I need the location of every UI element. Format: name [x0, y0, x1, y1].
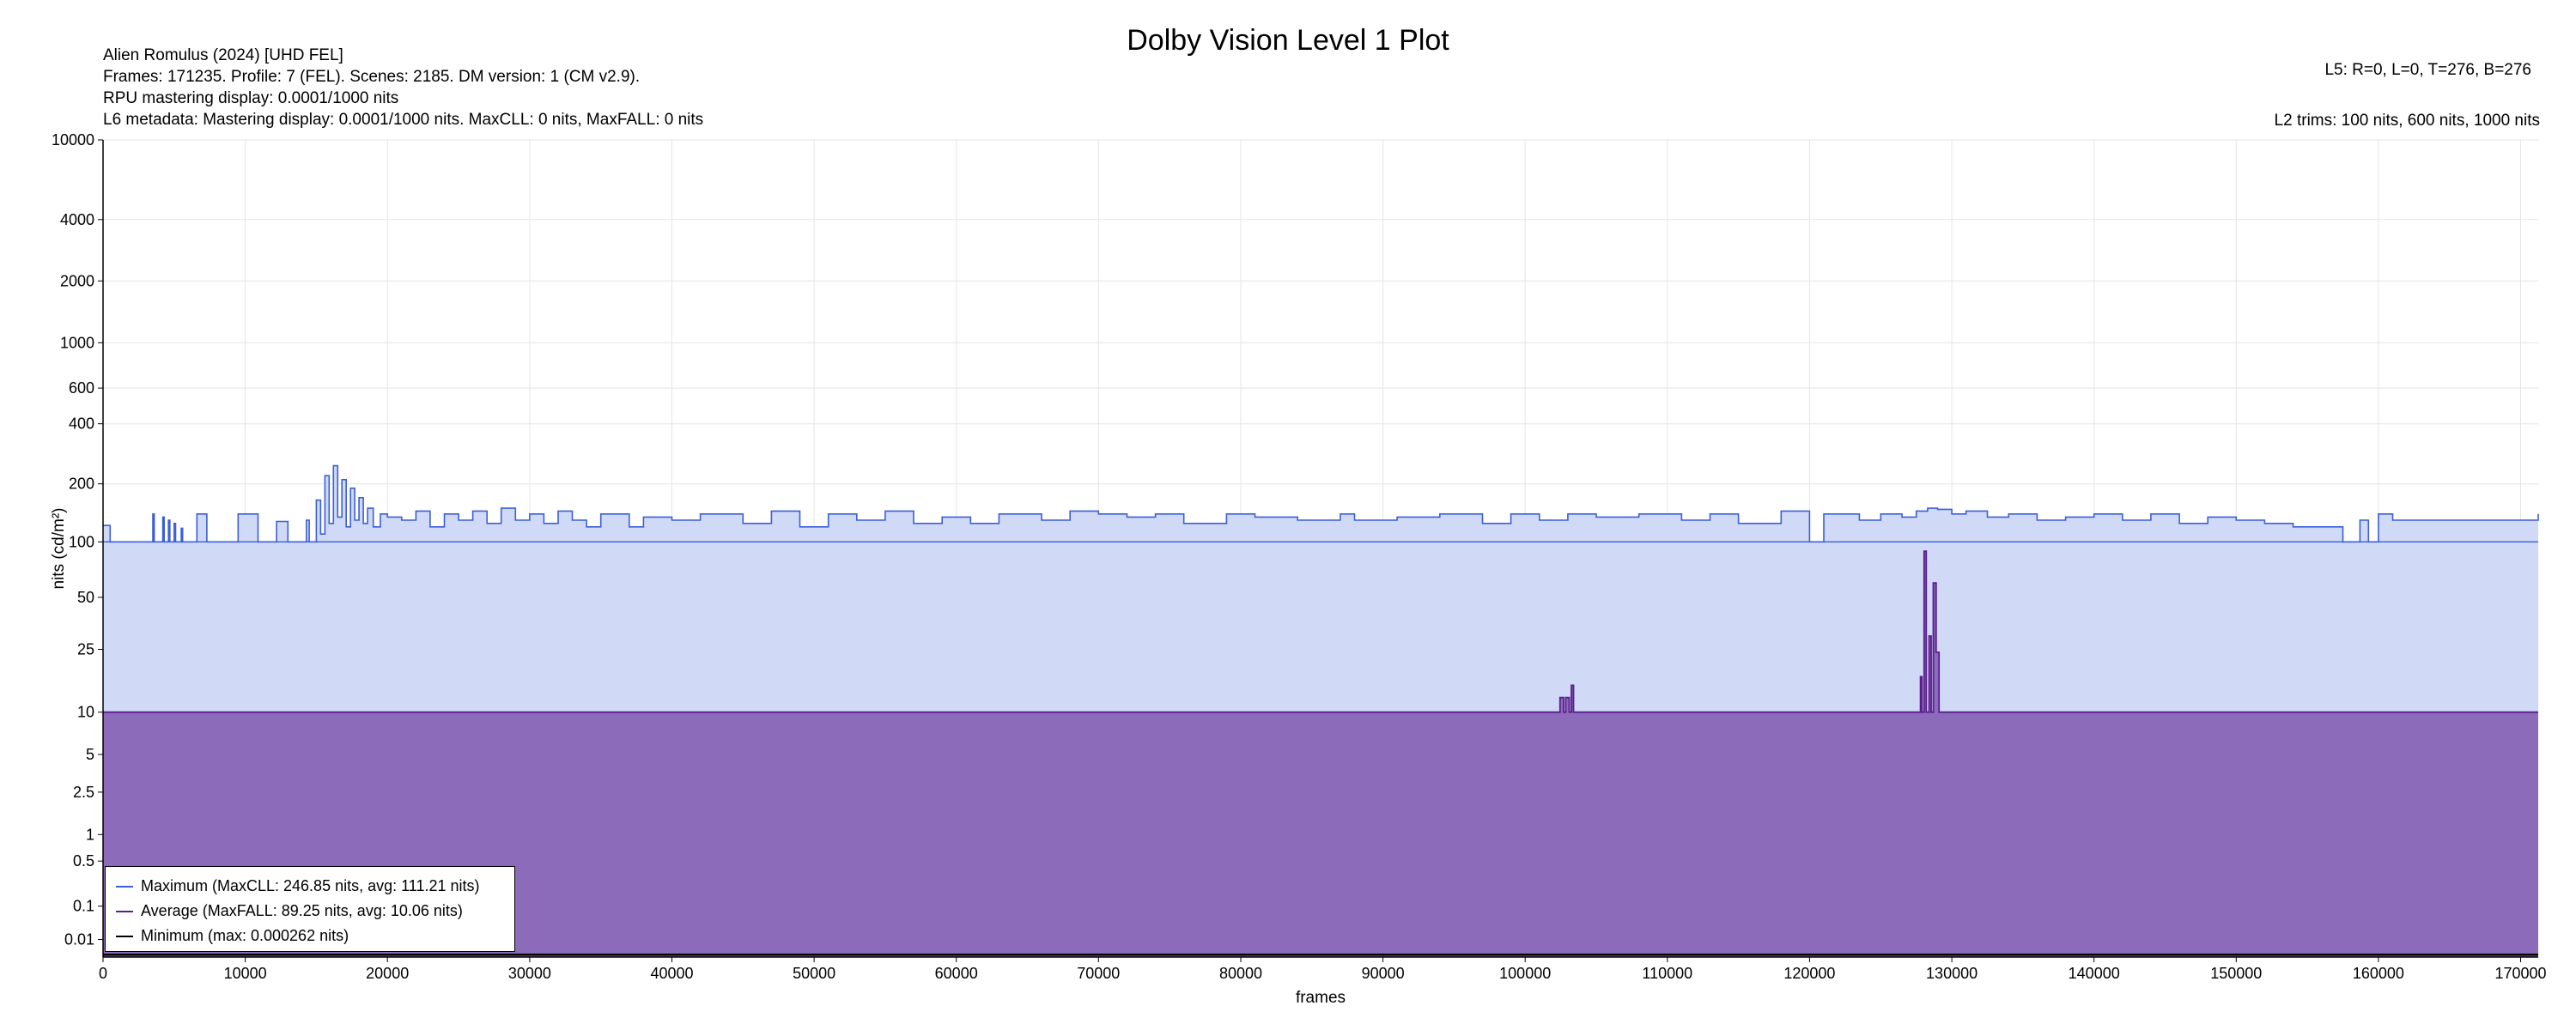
x-tick-label-4: 40000	[650, 965, 693, 982]
x-tick-label-2: 20000	[366, 965, 409, 982]
x-tick-label-16: 160000	[2353, 965, 2404, 982]
y-tick-label-6: 10	[77, 704, 94, 721]
y-tick-label-2: 0.5	[73, 852, 94, 869]
y-tick-label-13: 1000	[60, 334, 94, 351]
average-line	[103, 550, 2538, 713]
y-tick-label-4: 2.5	[73, 784, 94, 801]
legend-label-average: Average (MaxFALL: 89.25 nits, avg: 10.06…	[141, 902, 463, 919]
x-tick-label-17: 170000	[2494, 965, 2546, 982]
info-line-l6: L6 metadata: Mastering display: 0.0001/1…	[103, 111, 704, 129]
x-tick-label-14: 140000	[2069, 965, 2120, 982]
x-tick-label-6: 60000	[935, 965, 978, 982]
info-line-rpu: RPU mastering display: 0.0001/1000 nits	[103, 89, 399, 107]
x-tick-label-0: 0	[99, 965, 107, 982]
x-tick-label-5: 50000	[793, 965, 835, 982]
info-line-l2: L2 trims: 100 nits, 600 nits, 1000 nits	[2274, 112, 2540, 130]
chart-title: Dolby Vision Level 1 Plot	[1127, 24, 1449, 57]
y-tick-label-16: 10000	[52, 131, 94, 148]
legend-label-minimum: Minimum (max: 0.000262 nits)	[141, 927, 349, 944]
y-tick-label-3: 1	[86, 826, 94, 843]
y-tick-label-11: 400	[69, 415, 94, 433]
y-tick-label-10: 200	[69, 476, 94, 493]
x-tick-label-11: 110000	[1642, 965, 1692, 982]
legend-item-maximum: Maximum (MaxCLL: 246.85 nits, avg: 111.2…	[116, 874, 504, 899]
legend-swatch-minimum	[116, 935, 133, 937]
x-tick-label-10: 100000	[1499, 965, 1551, 982]
y-tick-label-7: 25	[77, 641, 94, 658]
y-tick-label-12: 600	[69, 379, 94, 397]
x-tick-label-9: 90000	[1362, 965, 1405, 982]
x-tick-label-12: 120000	[1783, 965, 1835, 982]
legend-item-average: Average (MaxFALL: 89.25 nits, avg: 10.06…	[116, 899, 504, 924]
y-tick-label-15: 4000	[60, 211, 94, 228]
x-tick-label-7: 70000	[1077, 965, 1120, 982]
maximum-line	[103, 464, 2539, 543]
legend-swatch-maximum	[116, 885, 133, 888]
y-axis-label: nits (cd/m²)	[50, 508, 68, 590]
x-tick-label-13: 130000	[1926, 965, 1978, 982]
y-tick-label-5: 5	[86, 746, 94, 763]
legend-swatch-average	[116, 910, 133, 912]
chart-legend: Maximum (MaxCLL: 246.85 nits, avg: 111.2…	[105, 866, 515, 952]
y-tick-label-8: 50	[77, 589, 94, 606]
y-tick-label-0: 0.01	[64, 931, 94, 948]
y-tick-label-1: 0.1	[73, 898, 94, 915]
info-line-l5: L5: R=0, L=0, T=276, B=276	[2324, 61, 2531, 79]
y-tick-label-9: 100	[69, 533, 94, 550]
x-tick-label-3: 30000	[508, 965, 551, 982]
x-axis-label: frames	[1296, 989, 1346, 1007]
info-line-frames: Frames: 171235. Profile: 7 (FEL). Scenes…	[103, 68, 641, 86]
legend-label-maximum: Maximum (MaxCLL: 246.85 nits, avg: 111.2…	[141, 877, 480, 894]
y-tick-label-14: 2000	[60, 272, 94, 289]
x-tick-label-8: 80000	[1219, 965, 1262, 982]
info-line-movie: Alien Romulus (2024) [UHD FEL]	[103, 46, 343, 64]
legend-item-minimum: Minimum (max: 0.000262 nits)	[116, 924, 504, 948]
x-tick-label-1: 10000	[224, 965, 267, 982]
x-tick-label-15: 150000	[2210, 965, 2262, 982]
